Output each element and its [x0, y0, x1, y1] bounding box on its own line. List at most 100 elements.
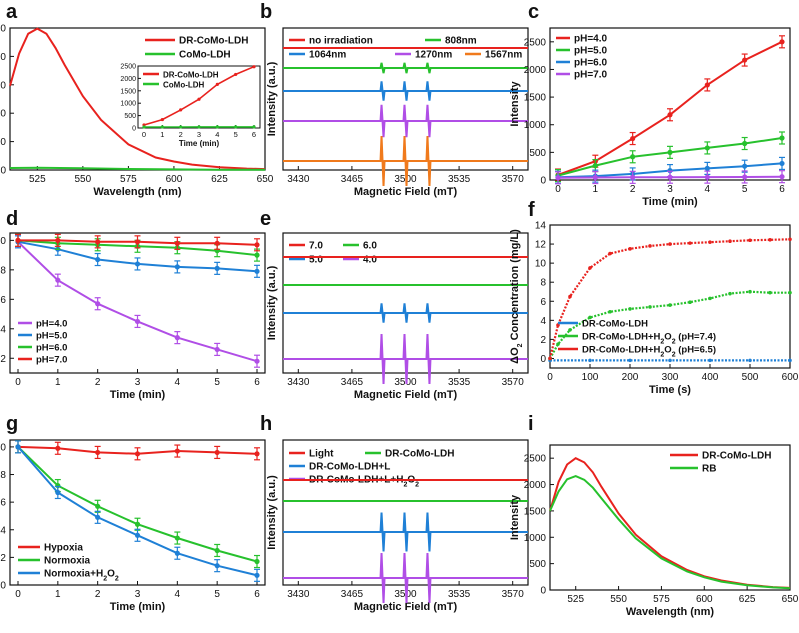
legend-label: 808nm [445, 36, 477, 47]
panel-letter-h: h [260, 413, 272, 435]
data-point [254, 572, 260, 578]
x-tick-label: 1 [160, 130, 164, 139]
y-tick-label: 1500 [524, 93, 547, 104]
legend-label: pH=7.0 [574, 70, 608, 81]
data-point [648, 305, 652, 309]
x-tick-label: 3465 [341, 377, 364, 388]
y-tick-label: 2000 [524, 480, 547, 491]
x-tick-label: 2 [95, 377, 101, 388]
data-point [708, 240, 712, 244]
data-point [234, 72, 238, 77]
y-tick-label: 10 [535, 259, 547, 270]
data-point [252, 65, 256, 69]
y-tick-label: 500 [529, 148, 546, 159]
x-tick-label: 3 [135, 377, 141, 388]
y-tick-label: 2000 [120, 76, 136, 83]
data-point [174, 240, 180, 246]
esr-trace [283, 552, 528, 604]
x-tick-label: 625 [739, 594, 756, 605]
data-point [630, 154, 636, 160]
panel-i: i 525 550 575 600 625 650 0 500 1000 1500 2000 2500 W… [509, 413, 799, 618]
data-point [630, 135, 636, 142]
y-tick-label: 6 [540, 297, 546, 308]
data-point [788, 358, 792, 363]
x-tick-label: 4 [175, 377, 181, 388]
legend-label: pH=6.0 [36, 343, 67, 354]
legend-label: Normoxia [44, 556, 91, 567]
data-point [779, 174, 785, 180]
legend-label: DR-CoMo-LDH [385, 449, 454, 460]
data-point [142, 125, 146, 129]
legend-label: DR-CoMo-LDH+L [309, 462, 390, 473]
data-point [704, 82, 710, 88]
data-point [704, 165, 710, 171]
legend-label: 4.0 [363, 255, 377, 266]
x-axis-label: Time (min) [110, 389, 166, 401]
esr-trace [283, 333, 528, 385]
data-point [160, 125, 164, 129]
y-tick-label: 1500 [120, 88, 136, 95]
x-tick-label: 625 [211, 174, 228, 185]
plot-frame [549, 444, 791, 591]
esr-trace [283, 62, 528, 74]
panel-f: f 0 100 200 300 400 500 600 0 2 4 6 8 10 12 14 Time (s) Δ… [509, 199, 799, 396]
data-point [548, 356, 552, 361]
data-point [95, 239, 101, 245]
y-tick-label: 0.8 [0, 470, 6, 481]
y-axis-label: Intensity (a.u.) [266, 475, 278, 550]
legend-label: DR-CoMo-LDH+H2O2 (pH=7.4) [582, 332, 716, 346]
data-point [95, 449, 101, 456]
panel-letter-i: i [528, 413, 534, 435]
data-point [254, 358, 260, 364]
y-tick-label: 1500 [524, 506, 547, 517]
x-tick-label: 2 [630, 184, 636, 195]
data-point [728, 291, 732, 296]
y-tick-label: 12 [535, 240, 547, 251]
x-tick-label: 5 [214, 377, 220, 388]
data-point [748, 289, 752, 294]
data-point [214, 240, 220, 246]
series-line-como-ldh [9, 166, 266, 171]
legend-label: DR-CoMo-LDH [582, 319, 648, 330]
data-point [779, 160, 785, 167]
x-tick-label: 525 [29, 174, 46, 185]
x-tick-label: 550 [610, 594, 627, 605]
x-tick-label: 650 [782, 594, 799, 605]
legend-label: 7.0 [309, 241, 323, 252]
data-point [174, 264, 180, 270]
esr-trace [283, 512, 528, 552]
legend-label: DR-CoMo-LDH [163, 71, 219, 80]
y-tick-label: 2500 [0, 24, 6, 35]
data-point [742, 140, 748, 147]
x-tick-label: 6 [254, 589, 260, 600]
legend-label: no irradiation [309, 36, 373, 47]
data-point [779, 39, 785, 45]
y-tick-label: 14 [535, 221, 547, 232]
data-point [592, 163, 598, 169]
data-point [179, 108, 183, 112]
data-point [588, 315, 592, 320]
y-axis-label: Intensity (a.u.) [266, 265, 278, 340]
y-tick-label: 0.4 [0, 324, 6, 335]
data-point [15, 444, 21, 450]
data-point [748, 238, 752, 243]
data-point [728, 239, 732, 244]
esr-trace [283, 104, 528, 138]
legend-label: DR-CoMo-LDH+H2O2 (pH=6.5) [582, 345, 716, 359]
data-point [742, 57, 748, 63]
x-tick-label: 600 [782, 372, 799, 383]
data-point [628, 307, 632, 311]
y-tick-label: 2000 [0, 52, 6, 63]
data-point [254, 242, 260, 248]
legend-label: 1064nm [309, 50, 346, 61]
data-point [174, 550, 180, 556]
inset-chart: 0 1 2 3 4 5 6 0 500 1000 1500 2000 2500 Time (min) DR-… [120, 64, 261, 148]
legend-label: Hypoxia [44, 543, 83, 554]
legend-label: RB [702, 464, 716, 475]
data-point [588, 358, 592, 363]
data-point [668, 303, 672, 307]
data-point [174, 535, 180, 541]
x-tick-label: 6 [252, 130, 256, 139]
x-axis-label: Magnetic Field (mT) [354, 601, 458, 613]
x-tick-label: 1 [593, 184, 599, 195]
